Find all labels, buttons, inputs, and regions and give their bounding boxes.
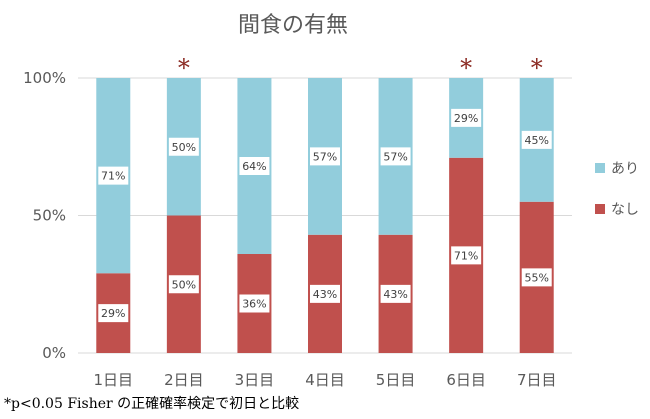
significance-markers: * * *: [178, 54, 543, 82]
data-label-box: [168, 137, 199, 156]
x-category-label: 4日目: [305, 371, 345, 389]
data-label: 71%: [454, 249, 478, 262]
data-label-box: [98, 304, 129, 323]
data-label-box: [239, 157, 270, 175]
data-label: 50%: [172, 141, 196, 154]
data-labels: 29% 71% 50% 50% 36% 64% 43% 57% 43% 57% 71% 29% 55% 4…: [98, 108, 552, 323]
data-label: 57%: [383, 150, 407, 163]
data-label-box: [380, 284, 411, 303]
data-label: 45%: [524, 134, 548, 147]
data-label: 64%: [242, 160, 266, 173]
legend-label: なし: [611, 202, 639, 218]
data-label: 57%: [313, 150, 337, 163]
legend-swatch: [595, 204, 605, 214]
data-label: 43%: [313, 288, 337, 301]
data-label-box: [98, 166, 129, 185]
data-label: 29%: [454, 112, 478, 125]
x-category-label: 5日目: [376, 371, 416, 389]
significance-star: *: [460, 54, 472, 82]
y-tick-label: 50%: [33, 207, 66, 225]
data-label-box: [380, 147, 411, 166]
x-category-label: 1日目: [94, 371, 134, 389]
data-label-box: [168, 275, 199, 294]
data-label-box: [310, 284, 340, 303]
chart-title: 間食の有無: [238, 13, 348, 38]
data-label-box: [521, 268, 552, 287]
data-label: 29%: [101, 307, 125, 320]
x-category-label: 7日目: [517, 371, 557, 389]
x-category-label: 6日目: [446, 371, 486, 389]
data-label-box: [310, 147, 340, 166]
data-label-box: [239, 294, 270, 313]
data-label: 50%: [172, 278, 196, 291]
y-tick-label: 0%: [42, 344, 66, 362]
y-axis-ticks: 0% 50% 100%: [23, 69, 66, 362]
data-label-box: [451, 246, 482, 265]
x-category-label: 3日目: [235, 371, 275, 389]
data-label: 36%: [242, 298, 266, 311]
x-axis-categories: 1日目 2日目 3日目 4日目 5日目 6日目 7日目: [94, 371, 557, 389]
legend-label: あり: [611, 161, 639, 177]
data-label: 71%: [101, 170, 125, 183]
data-label-box: [451, 108, 482, 127]
legend-swatch: [595, 163, 605, 173]
data-label-box: [521, 130, 552, 149]
x-category-label: 2日目: [164, 371, 204, 389]
significance-star: *: [178, 54, 190, 82]
data-label: 55%: [524, 271, 548, 284]
significance-star: *: [531, 54, 543, 82]
footnote: *p<0.05 Fisher の正確確率検定で初日と比較: [4, 396, 300, 412]
data-label: 43%: [383, 288, 407, 301]
y-tick-label: 100%: [23, 69, 66, 87]
